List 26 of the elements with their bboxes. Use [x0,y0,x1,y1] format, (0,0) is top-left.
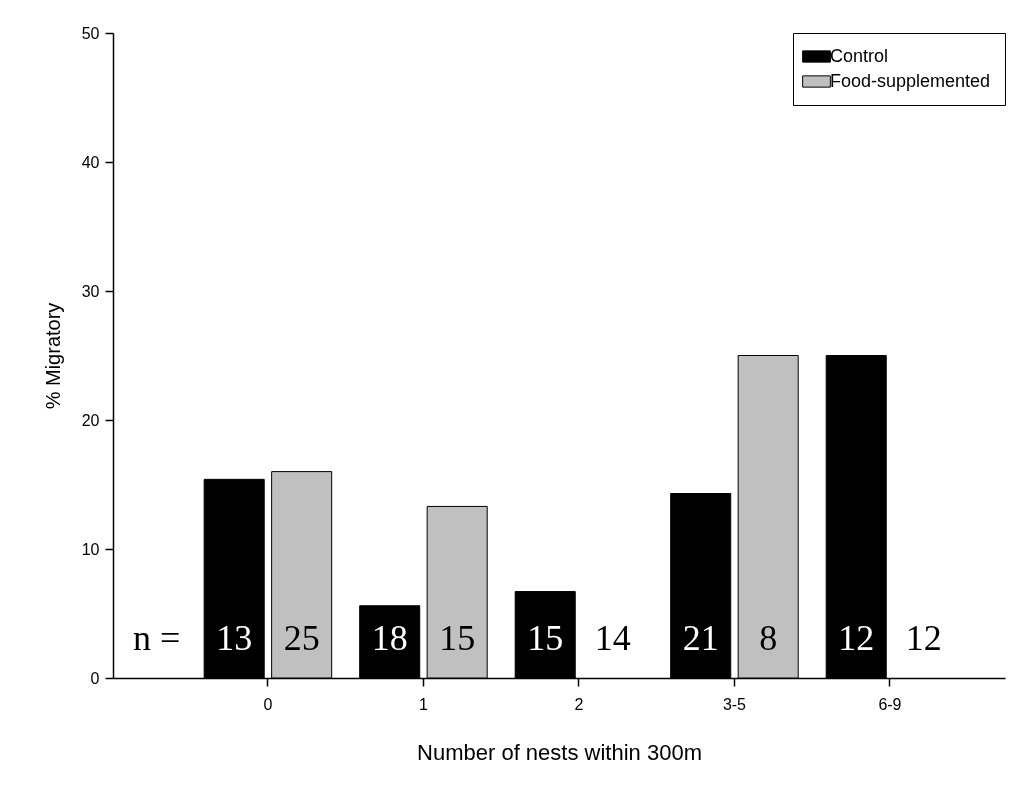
y-tick-label: 0 [90,669,100,687]
x-tick-label: 2 [574,695,584,713]
y-tick-label: 30 [81,282,100,300]
legend-label: Food-supplemented [830,70,991,91]
annotation: 12 [838,618,875,659]
x-tick-label: 0 [263,695,273,713]
y-tick-label: 50 [81,24,100,42]
annotation: 8 [759,618,778,659]
annotation: 15 [439,618,476,659]
y-tick-label: 40 [81,153,100,171]
y-tick-label: 10 [81,540,100,558]
x-tick-label: 6-9 [878,695,902,713]
legend-label: Control [830,45,889,66]
annotation: n = [133,618,181,659]
y-tick-label: 20 [81,411,100,429]
x-axis-title: Number of nests within 300m [417,739,702,765]
y-axis-title: % Migratory [41,302,64,410]
annotation: 15 [527,618,564,659]
annotation: 18 [371,618,408,659]
x-tick-label: 1 [418,695,428,713]
annotation: 25 [283,618,320,659]
annotation: 12 [905,618,942,659]
annotation: 13 [216,618,253,659]
annotation: 21 [682,618,719,659]
annotation: 14 [594,618,631,659]
x-tick-label: 3-5 [722,695,747,713]
